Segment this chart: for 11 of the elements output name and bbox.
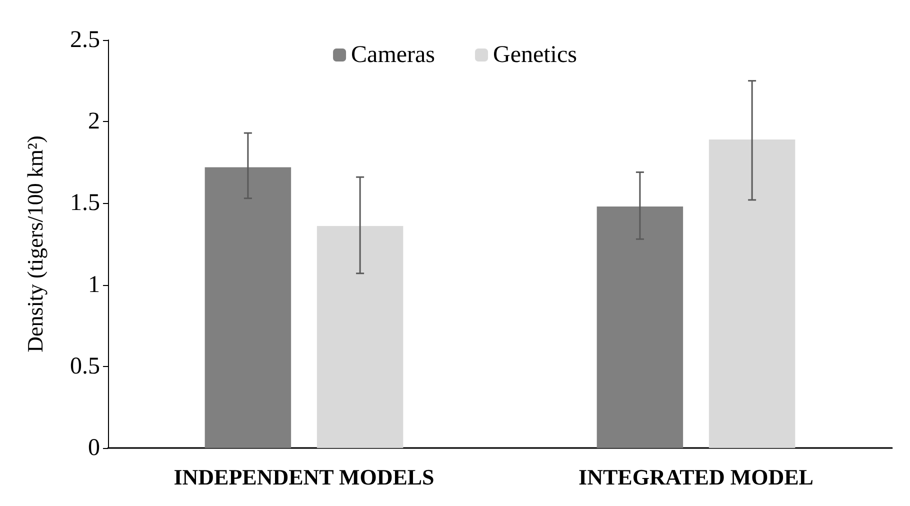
y-tick-label: 1 (88, 272, 100, 298)
y-tick-label: 0.5 (70, 353, 100, 380)
legend-label: Genetics (493, 42, 577, 68)
y-tick-label: 1.5 (70, 190, 100, 216)
y-tick-label: 2 (88, 108, 100, 135)
legend-label: Cameras (351, 42, 436, 68)
x-tick-label: INDEPENDENT MODELS (174, 464, 434, 490)
y-tick-label: 0 (88, 435, 100, 461)
y-tick-label: 2.5 (70, 27, 100, 53)
x-tick-label: INTEGRATED MODEL (578, 464, 814, 490)
y-axis-title: Density (tigers/100 km²) (22, 136, 48, 352)
